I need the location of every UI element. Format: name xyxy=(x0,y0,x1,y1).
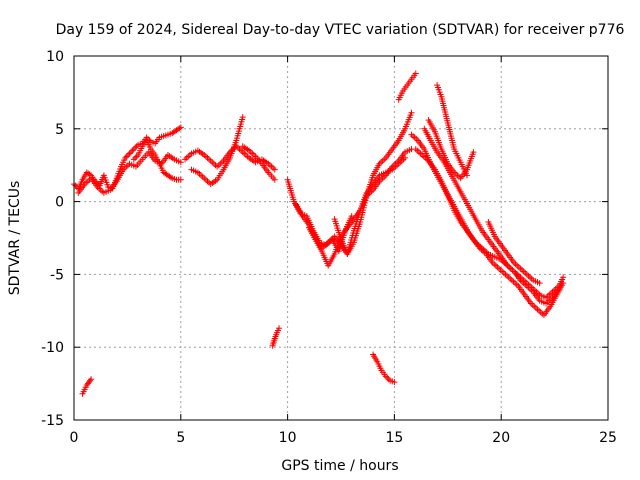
data-point xyxy=(125,152,132,159)
series-track-18 xyxy=(79,376,95,397)
chart-title: Day 159 of 2024, Sidereal Day-to-day VTE… xyxy=(56,22,625,38)
data-point xyxy=(560,274,567,281)
y-tick-label: 0 xyxy=(55,195,64,211)
data-point xyxy=(408,109,415,116)
data-point xyxy=(87,377,94,384)
series-track-14 xyxy=(421,125,562,307)
data-point xyxy=(560,280,567,287)
series-track-3 xyxy=(130,137,184,183)
series-track-10 xyxy=(331,154,409,258)
data-point xyxy=(88,376,95,383)
data-point xyxy=(130,156,137,163)
series-track-6 xyxy=(239,143,278,183)
data-point xyxy=(167,174,174,181)
data-point xyxy=(391,379,398,386)
data-point xyxy=(132,154,139,161)
data-point xyxy=(464,172,471,179)
data-point xyxy=(129,147,136,154)
data-point xyxy=(177,159,184,166)
data-point xyxy=(271,176,278,183)
series-track-12 xyxy=(408,131,567,301)
x-tick-label: 10 xyxy=(279,430,297,446)
data-point xyxy=(133,153,140,160)
series-track-17 xyxy=(485,218,543,287)
mark-layer xyxy=(71,70,567,397)
x-axis-label: GPS time / hours xyxy=(281,458,398,474)
series-track-20 xyxy=(370,351,398,386)
y-tick-label: -10 xyxy=(41,340,64,356)
plot-frame xyxy=(73,55,609,421)
data-point xyxy=(384,374,391,381)
series-track-2 xyxy=(75,149,184,196)
series-track-11 xyxy=(395,70,419,103)
series-track-16 xyxy=(434,82,471,179)
data-point xyxy=(176,125,183,132)
tick-layer: 0 5 10 15 20 25 -15 -10 -5 0 5 10 xyxy=(41,49,617,446)
data-point xyxy=(536,280,543,287)
data-point xyxy=(130,146,137,153)
data-point xyxy=(402,154,409,161)
data-point xyxy=(132,144,139,151)
x-tick-label: 5 xyxy=(176,430,185,446)
data-point xyxy=(177,176,184,183)
data-point xyxy=(470,149,477,156)
data-point xyxy=(271,166,278,173)
data-point xyxy=(177,124,184,131)
data-point xyxy=(555,285,562,292)
y-tick-label: 5 xyxy=(55,122,64,138)
x-tick-label: 20 xyxy=(492,430,510,446)
data-point xyxy=(239,114,246,121)
data-point xyxy=(86,171,93,178)
data-point xyxy=(412,70,419,77)
data-point xyxy=(276,325,283,332)
y-tick-label: 10 xyxy=(46,49,64,65)
series-track-13 xyxy=(412,146,567,319)
data-point xyxy=(72,182,79,189)
series-track-5 xyxy=(188,114,246,188)
data-point xyxy=(382,373,389,380)
data-point xyxy=(122,154,129,161)
data-point xyxy=(126,150,133,157)
data-point xyxy=(127,149,134,156)
data-point xyxy=(385,376,392,383)
y-tick-label: -5 xyxy=(50,267,64,283)
data-point xyxy=(123,153,130,160)
x-tick-label: 15 xyxy=(385,430,403,446)
y-axis-label: SDTVAR / TECUs xyxy=(7,181,23,296)
y-tick-label: -15 xyxy=(41,413,64,429)
x-tick-label: 0 xyxy=(70,430,79,446)
series-track-19 xyxy=(269,325,283,349)
series-track-15 xyxy=(425,117,477,182)
data-point xyxy=(133,143,140,150)
x-tick-label: 25 xyxy=(599,430,617,446)
